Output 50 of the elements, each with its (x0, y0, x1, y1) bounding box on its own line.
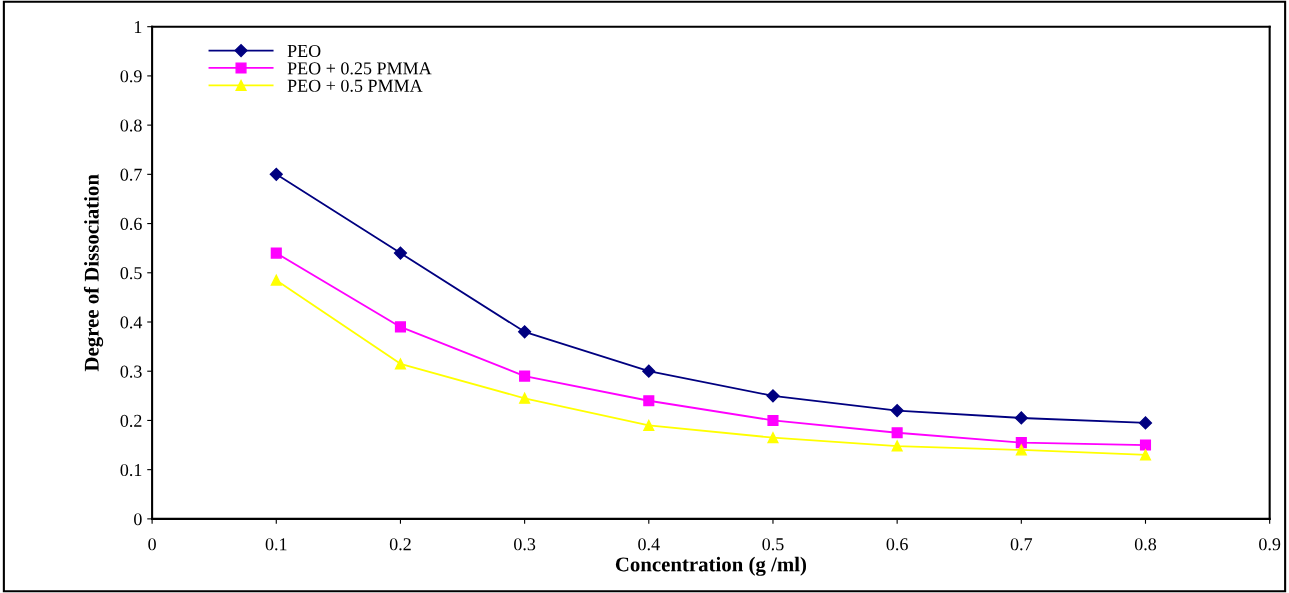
x-tick-label: 0.3 (514, 538, 536, 551)
point (393, 246, 408, 260)
point (891, 440, 903, 452)
y-axis-title: Degree of Dissociation (83, 174, 104, 372)
point (767, 432, 779, 444)
point (1015, 444, 1027, 456)
y-tick-label: 0.9 (120, 70, 142, 83)
y-tick-label: 0.2 (120, 414, 142, 427)
x-axis-title: Concentration (g /ml) (615, 556, 807, 576)
y-tick-label: 0.5 (120, 267, 142, 280)
point (1139, 449, 1152, 461)
y-tick-label: 0.7 (120, 168, 142, 181)
y-tick-label: 0.8 (120, 119, 142, 132)
y-tick-label: 0.1 (120, 463, 142, 477)
point (766, 389, 780, 403)
point (394, 321, 407, 333)
y-tick-label: 0.6 (120, 217, 142, 231)
x-tick-label: 0.2 (389, 538, 411, 551)
point (890, 404, 904, 418)
legend-label: PEO + 0.25 PMMA (287, 62, 432, 75)
legend-label: PEO (287, 44, 321, 58)
point (767, 414, 779, 426)
point (518, 325, 532, 339)
point (1138, 416, 1153, 430)
x-tick-label: 0.4 (638, 538, 660, 551)
point (642, 364, 656, 378)
point (643, 419, 655, 431)
x-tick-label: 0.6 (886, 538, 908, 551)
x-tick-label: 0.7 (1010, 538, 1033, 551)
point (1014, 411, 1028, 425)
x-tick-label: 0.9 (1259, 538, 1281, 551)
y-tick-label: 0.3 (120, 365, 142, 378)
point (1015, 437, 1027, 449)
point (1139, 439, 1152, 451)
y-tick-label: 0 (134, 513, 142, 526)
point (643, 395, 655, 407)
x-tick-label: 0 (148, 538, 156, 551)
y-tick-label: 0.4 (120, 316, 143, 329)
y-tick-label: 1 (134, 21, 142, 33)
point (891, 427, 903, 439)
point (269, 167, 283, 181)
x-tick-label: 0.8 (1134, 538, 1157, 551)
point (519, 392, 531, 404)
point (270, 274, 282, 286)
point (394, 358, 407, 370)
x-tick-label: 0.1 (265, 538, 287, 551)
point (519, 370, 531, 382)
x-tick-label: 0.5 (762, 538, 784, 551)
legend-label: PEO + 0.5 PMMA (287, 79, 423, 92)
point (270, 247, 282, 259)
